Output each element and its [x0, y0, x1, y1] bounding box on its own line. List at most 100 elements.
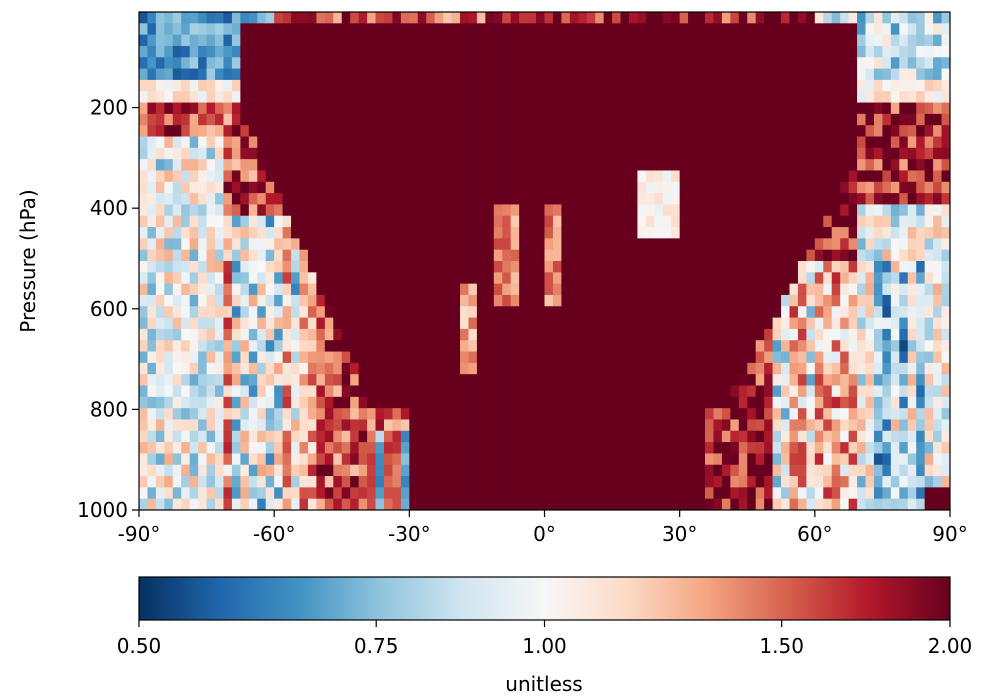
heatmap-cell [941, 12, 950, 24]
heatmap-cell [536, 12, 546, 24]
heatmap-cell [865, 306, 875, 319]
heatmap-cell [705, 498, 715, 510]
heatmap-cell [189, 498, 199, 510]
heatmap-cell [705, 102, 715, 115]
heatmap-cell [755, 294, 765, 307]
heatmap-cell [730, 204, 740, 217]
heatmap-cell [603, 408, 613, 421]
heatmap-cell [181, 294, 191, 307]
heatmap-cell [189, 125, 199, 138]
heatmap-cell [713, 351, 723, 364]
heatmap-cell [840, 261, 850, 273]
heatmap-cell [781, 170, 791, 183]
heatmap-cell [316, 170, 326, 183]
heatmap-cell [797, 91, 807, 104]
heatmap-cell [671, 294, 681, 307]
heatmap-cell [612, 374, 622, 387]
heatmap-cell [426, 34, 436, 47]
heatmap-cell [569, 294, 579, 307]
heatmap-cell [882, 408, 892, 421]
heatmap-cell [705, 351, 715, 364]
heatmap-cell [367, 23, 377, 36]
heatmap-cell [324, 34, 334, 47]
heatmap-cell [299, 362, 309, 375]
heatmap-cell [485, 79, 495, 92]
heatmap-cell [333, 102, 343, 115]
heatmap-cell [510, 181, 520, 194]
x-tick-label: -60° [253, 522, 296, 546]
heatmap-cell [586, 204, 596, 217]
heatmap-cell [603, 362, 613, 375]
heatmap-cell [806, 317, 816, 330]
heatmap-cell [350, 181, 360, 194]
heatmap-cell [367, 272, 377, 285]
heatmap-cell [848, 125, 858, 138]
heatmap-cell [620, 147, 630, 160]
heatmap-cell [206, 419, 216, 432]
heatmap-cell [688, 272, 698, 285]
heatmap-cell [544, 12, 554, 24]
heatmap-cell [612, 453, 622, 466]
heatmap-cell [899, 283, 909, 296]
heatmap-cell [316, 215, 326, 228]
heatmap-cell [139, 113, 149, 126]
heatmap-cell [882, 453, 892, 466]
heatmap-cell [510, 136, 520, 149]
heatmap-cell [586, 215, 596, 228]
heatmap-cell [738, 45, 748, 58]
heatmap-cell [519, 227, 529, 239]
heatmap-cell [747, 306, 757, 319]
heatmap-cell [493, 430, 503, 443]
heatmap-cell [899, 385, 909, 398]
heatmap-cell [705, 294, 715, 307]
heatmap-cell [899, 147, 909, 160]
heatmap-cell [569, 238, 579, 251]
heatmap-cell [198, 113, 208, 126]
heatmap-cell [265, 351, 275, 364]
heatmap-cell [367, 261, 377, 273]
heatmap-cell [628, 408, 639, 421]
heatmap-cell [806, 396, 816, 409]
heatmap-cell [426, 227, 436, 239]
heatmap-cell [882, 159, 892, 172]
heatmap-cell [654, 362, 664, 375]
heatmap-cell [468, 249, 478, 262]
heatmap-cell [155, 306, 165, 319]
heatmap-cell [519, 272, 529, 285]
heatmap-cell [383, 294, 394, 307]
heatmap-cell [164, 215, 174, 228]
heatmap-cell [392, 125, 402, 138]
heatmap-cell [324, 227, 334, 239]
heatmap-cell [882, 204, 892, 217]
heatmap-cell [299, 34, 309, 47]
heatmap-cell [781, 261, 791, 273]
heatmap-cell [772, 340, 782, 353]
heatmap-cell [730, 419, 740, 432]
heatmap-cell [603, 374, 613, 387]
heatmap-cell [924, 362, 934, 375]
heatmap-cell [476, 261, 486, 273]
heatmap-cell [400, 147, 410, 160]
heatmap-cell [561, 181, 571, 194]
heatmap-cell [417, 227, 427, 239]
heatmap-cell [417, 306, 427, 319]
heatmap-cell [654, 351, 664, 364]
heatmap-cell [206, 57, 216, 70]
heatmap-cell [831, 147, 841, 160]
heatmap-cell [307, 385, 318, 398]
heatmap-cell [206, 238, 216, 251]
heatmap-cell [206, 430, 216, 443]
heatmap-cell [426, 170, 436, 183]
heatmap-cell [493, 170, 503, 183]
heatmap-cell [764, 362, 774, 375]
heatmap-cell [595, 408, 605, 421]
heatmap-cell [426, 362, 436, 375]
heatmap-cell [848, 396, 858, 409]
heatmap-cell [797, 408, 807, 421]
heatmap-cell [933, 147, 943, 160]
heatmap-cell [181, 249, 191, 262]
heatmap-cell [510, 147, 520, 160]
heatmap-cell [460, 385, 470, 398]
colorbar-tick-label: 1.00 [522, 634, 567, 658]
heatmap-cell [916, 147, 926, 160]
